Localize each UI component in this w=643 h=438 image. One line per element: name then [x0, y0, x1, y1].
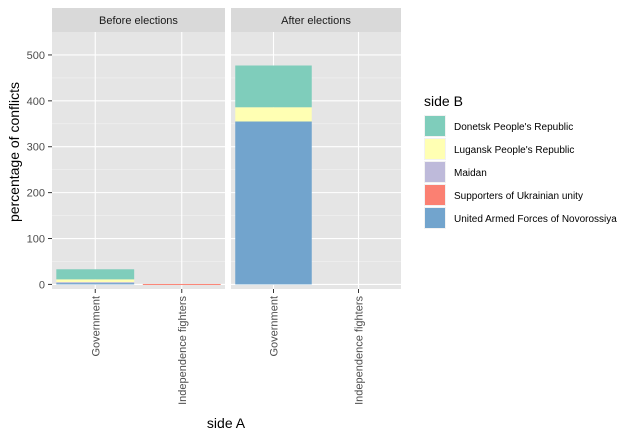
- y-tick-label: 200: [27, 188, 45, 200]
- bar-segment-donetsk-people-s-republic: [56, 269, 135, 280]
- legend-key-swatch: [425, 116, 445, 136]
- legend-label: Donetsk People's Republic: [454, 122, 573, 133]
- bar-segment-united-armed-forces-of-novorossiya: [56, 283, 135, 285]
- x-tick-label: Government: [269, 296, 281, 357]
- legend-key-swatch: [425, 162, 445, 182]
- x-axis-title: side A: [207, 415, 246, 431]
- panel-after-elections: After elections Government Independence fi…: [231, 8, 401, 405]
- legend-key-swatch: [425, 208, 445, 228]
- facet-panels: Before elections Government Independence f…: [52, 8, 401, 405]
- legend-item: Lugansk People's Republic: [424, 138, 574, 160]
- legend-item: Maidan: [424, 161, 487, 183]
- bar-segment-donetsk-people-s-republic: [235, 65, 312, 108]
- legend-label: Maidan: [454, 168, 487, 179]
- facet-strip-label: Before elections: [99, 15, 178, 27]
- legend-label: Supporters of Ukrainian unity: [454, 191, 583, 202]
- y-tick-label: 400: [27, 96, 45, 108]
- legend: side B Donetsk People's Republic Lugansk P…: [424, 93, 617, 229]
- x-tick-label: Independence fighters: [177, 296, 189, 405]
- y-tick-label: 0: [39, 279, 45, 291]
- y-axis: 0 100 200 300 400 500: [27, 50, 52, 291]
- bar-segment-lugansk-people-s-republic: [56, 279, 135, 283]
- bar-segment-maidan: [56, 282, 135, 284]
- y-tick-label: 300: [27, 142, 45, 154]
- legend-item: Supporters of Ukrainian unity: [424, 184, 583, 206]
- legend-key-swatch: [425, 139, 445, 159]
- facet-strip: [231, 8, 401, 32]
- bar-segment-united-armed-forces-of-novorossiya: [235, 121, 312, 285]
- legend-title: side B: [424, 93, 463, 109]
- legend-key-swatch: [425, 185, 445, 205]
- legend-item: United Armed Forces of Novorossiya: [424, 207, 617, 229]
- bar-segment-lugansk-people-s-republic: [235, 107, 312, 122]
- legend-label: United Armed Forces of Novorossiya: [454, 214, 617, 225]
- facet-strip-label: After elections: [281, 15, 351, 27]
- panel-before-elections: Before elections Government Independence f…: [52, 8, 225, 405]
- x-tick-label: Independence fighters: [354, 296, 366, 405]
- y-axis-title: percentage of conflicts: [6, 82, 22, 222]
- panel-background: [52, 32, 225, 289]
- x-tick-label: Government: [90, 296, 102, 357]
- bar-segment-supporters-of-ukrainian-unity: [142, 283, 221, 285]
- y-tick-label: 100: [27, 234, 45, 246]
- y-tick-label: 500: [27, 50, 45, 62]
- facet-strip: [52, 8, 225, 32]
- legend-label: Lugansk People's Republic: [454, 145, 574, 156]
- legend-item: Donetsk People's Republic: [424, 115, 573, 137]
